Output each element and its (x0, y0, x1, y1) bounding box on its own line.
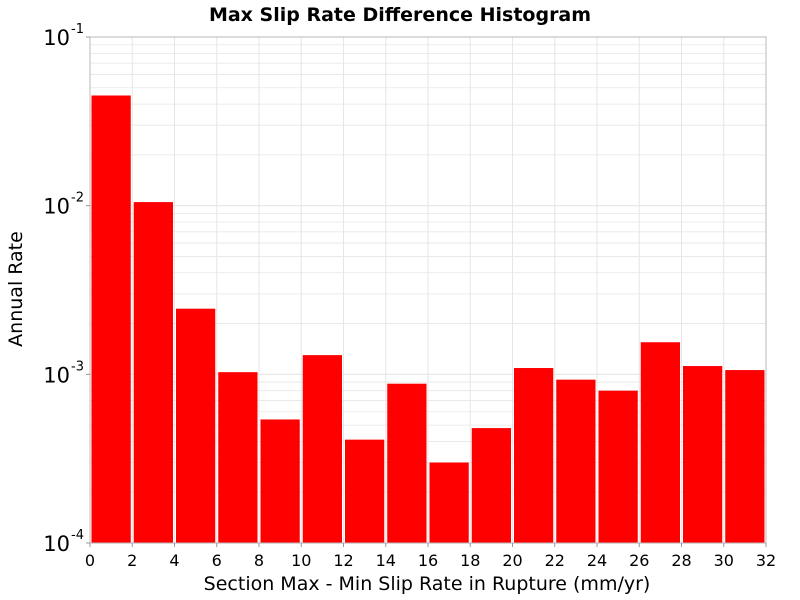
y-tick-base: 10 (43, 532, 70, 556)
y-tick-label: 10 -4 (43, 528, 84, 556)
y-tick-base: 10 (43, 363, 70, 387)
y-tick-label: 10 -2 (43, 191, 84, 219)
bar-6 (345, 439, 385, 543)
bar-10 (514, 368, 554, 543)
x-tick-label: 6 (212, 551, 222, 570)
bar-5 (302, 355, 342, 543)
x-tick-label: 0 (85, 551, 95, 570)
bar-12 (598, 390, 638, 543)
y-tick-label: 10 -1 (43, 22, 84, 50)
y-tick-label: 10 -3 (43, 359, 84, 387)
bar-8 (429, 462, 469, 543)
bar-13 (640, 342, 680, 543)
chart-title: Max Slip Rate Difference Histogram (209, 4, 591, 26)
bar-0 (91, 95, 131, 543)
x-tick-label: 22 (545, 551, 565, 570)
x-tick-label: 28 (671, 551, 691, 570)
bar-15 (725, 370, 765, 543)
y-tick-exponent: -3 (71, 359, 84, 374)
bar-1 (133, 202, 173, 543)
y-tick-base: 10 (43, 195, 70, 219)
y-axis-label: Annual Rate (5, 231, 27, 347)
x-tick-label: 24 (587, 551, 607, 570)
bar-11 (556, 379, 596, 543)
y-tick-exponent: -4 (71, 528, 84, 543)
bar-4 (260, 419, 300, 543)
y-tick-exponent: -2 (71, 191, 84, 206)
y-tick-exponent: -1 (71, 22, 84, 37)
x-tick-label: 10 (291, 551, 311, 570)
bars (91, 95, 765, 543)
x-tick-label: 20 (502, 551, 522, 570)
bar-9 (471, 428, 511, 543)
x-tick-label: 16 (418, 551, 438, 570)
bar-14 (683, 366, 723, 543)
x-tick-label: 30 (714, 551, 734, 570)
bar-7 (387, 383, 427, 543)
x-tick-label: 8 (254, 551, 264, 570)
x-axis-label: Section Max - Min Slip Rate in Rupture (… (204, 573, 651, 595)
x-tick-label: 32 (756, 551, 776, 570)
x-tick-label: 14 (376, 551, 396, 570)
x-tick-label: 18 (460, 551, 480, 570)
bar-2 (176, 308, 216, 543)
x-tick-label: 2 (127, 551, 137, 570)
y-axis-ticks: 10-410-310-210-1 (43, 22, 90, 556)
x-tick-label: 12 (333, 551, 353, 570)
x-axis-ticks: 0 2 4 6 8 10 12 14 16 18 20 22 24 26 28 30 32 (85, 543, 776, 570)
x-tick-label: 26 (629, 551, 649, 570)
x-tick-label: 4 (169, 551, 179, 570)
bar-3 (218, 372, 258, 543)
y-tick-base: 10 (43, 26, 70, 50)
